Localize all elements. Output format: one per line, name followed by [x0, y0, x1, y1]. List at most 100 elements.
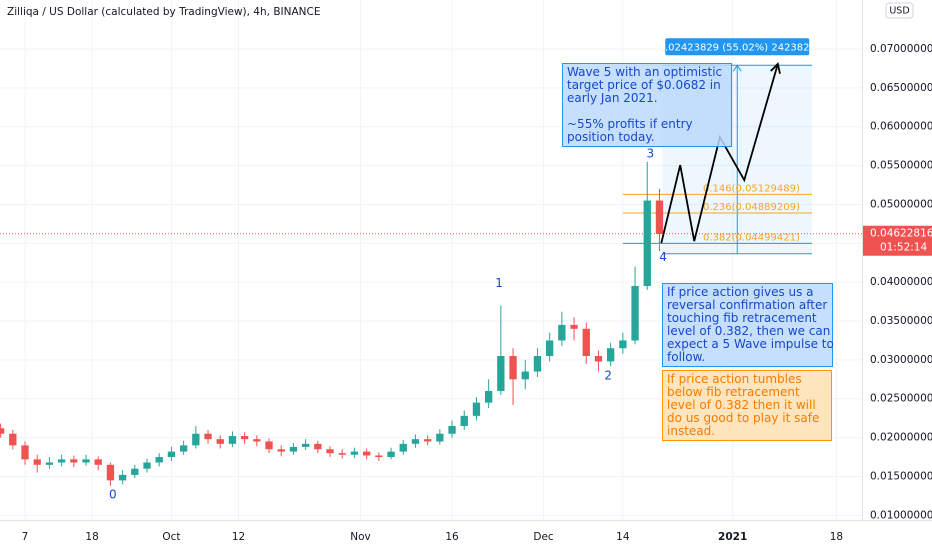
- candle-body: [240, 436, 249, 440]
- note-line: If price action gives us a: [667, 285, 814, 299]
- candle-body: [118, 474, 127, 481]
- candle-body: [362, 451, 371, 456]
- y-tick-label: 0.05500000: [870, 160, 932, 172]
- candle-body: [0, 428, 5, 434]
- x-tick-label: 7: [22, 531, 29, 543]
- x-tick-label: 12: [232, 531, 245, 543]
- candle-body: [509, 355, 517, 380]
- note-paragraph: ~55% profits if entry position today.: [567, 118, 727, 144]
- candle-body: [301, 443, 310, 447]
- note-line: ~55% profits if entry: [567, 117, 693, 131]
- note-line: level of 0.382, then we can: [667, 324, 831, 338]
- candle-body: [314, 443, 322, 450]
- currency-badge: [885, 2, 914, 19]
- candle-body: [70, 459, 78, 463]
- candle-body: [655, 200, 664, 234]
- candle-body: [265, 441, 273, 450]
- note-line: expect a 5 Wave impulse to: [667, 337, 834, 351]
- candle-body: [631, 286, 639, 341]
- note-paragraph: Wave 5 with an optimistic target price of…: [567, 66, 727, 105]
- candle-body: [228, 436, 237, 444]
- wave-label: 2: [604, 369, 612, 383]
- candle-body: [94, 459, 102, 465]
- note: If price action tumbles below fib retrace…: [662, 370, 832, 441]
- candle-body: [533, 355, 542, 372]
- candle-body: [436, 433, 444, 442]
- candle-body: [179, 445, 188, 452]
- note-line: early Jan 2021.: [567, 91, 658, 105]
- note-line: do us good to play it safe: [667, 411, 820, 425]
- x-tick-label: 18: [830, 531, 843, 543]
- candle-body: [216, 439, 224, 444]
- price-tag-bg: [863, 225, 932, 256]
- candle-body: [33, 459, 41, 465]
- note-paragraph: If price action gives us a reversal confi…: [667, 285, 834, 364]
- y-tick-label: 0.05000000: [870, 198, 932, 210]
- countdown: 01:52:14: [880, 242, 927, 254]
- y-tick-label: 0.03000000: [870, 354, 932, 366]
- candle-body: [643, 200, 651, 287]
- x-tick-label: 16: [445, 531, 459, 543]
- candle-body: [558, 324, 566, 341]
- y-tick-label: 0.02000000: [870, 432, 932, 444]
- chart-title: Zilliqa / US Dollar (calculated by Tradi…: [7, 6, 320, 18]
- candle-body: [606, 348, 615, 362]
- note-line: level of 0.382 then it will: [667, 398, 816, 412]
- candle-body: [484, 390, 493, 403]
- note-line: below fib retracement: [667, 385, 800, 399]
- candle-body: [155, 457, 163, 463]
- candle-body: [143, 462, 151, 469]
- y-tick-label: 0.06000000: [870, 121, 932, 133]
- note-line: touching fib retracement: [667, 311, 817, 325]
- y-tick-label: 0.01500000: [870, 470, 932, 482]
- y-tick-label: 0.04000000: [870, 276, 932, 288]
- x-tick-label: Nov: [350, 531, 371, 543]
- candle-body: [9, 433, 17, 446]
- projection-label-bg: [665, 38, 810, 56]
- x-tick-label: Dec: [533, 531, 554, 543]
- candle-body: [570, 324, 578, 329]
- x-tick-label: 18: [85, 531, 98, 543]
- y-tick-label: 0.01000000: [870, 509, 932, 521]
- note: If price action gives us a reversal confi…: [662, 283, 834, 367]
- candle-body: [594, 355, 603, 362]
- price-tag: 0.04622816: [870, 228, 932, 240]
- candle-body: [82, 459, 90, 463]
- candle-body: [106, 464, 115, 481]
- candle-body: [326, 449, 334, 454]
- note-line: If price action tumbles: [667, 372, 802, 386]
- candle-body: [253, 439, 261, 442]
- wave-label: 4: [659, 250, 667, 264]
- candle-body: [497, 355, 505, 391]
- candle-body: [619, 340, 627, 349]
- candle-body: [350, 451, 359, 455]
- note-paragraph: If price action tumbles below fib retrace…: [667, 373, 827, 438]
- candle-body: [57, 459, 66, 463]
- wave-label: 3: [646, 146, 654, 160]
- wave-label: 1: [495, 276, 503, 290]
- candle-body: [582, 328, 590, 356]
- candle-body: [277, 449, 285, 452]
- note-line: position today.: [567, 130, 655, 144]
- candle-body: [448, 425, 456, 434]
- candle-body: [399, 443, 407, 452]
- candle-body: [521, 371, 529, 380]
- candle-body: [131, 468, 139, 475]
- note-line: target price of $0.0682 in: [567, 78, 721, 92]
- candle-body: [289, 446, 298, 452]
- fib-label: 0.146(0.05129489): [703, 183, 800, 194]
- candle-body: [338, 453, 346, 455]
- fib-label: 0.236(0.04889209): [703, 202, 800, 213]
- candle-body: [45, 462, 54, 465]
- x-tick-label: Oct: [162, 531, 180, 543]
- wave-path: [660, 63, 779, 244]
- candle-body: [204, 433, 212, 440]
- projection-arrowhead: [732, 64, 742, 72]
- note: Wave 5 with an optimistic target price of…: [562, 63, 732, 147]
- candle-body: [472, 402, 481, 416]
- candle-body: [423, 439, 432, 442]
- x-tick-label: 14: [616, 531, 630, 543]
